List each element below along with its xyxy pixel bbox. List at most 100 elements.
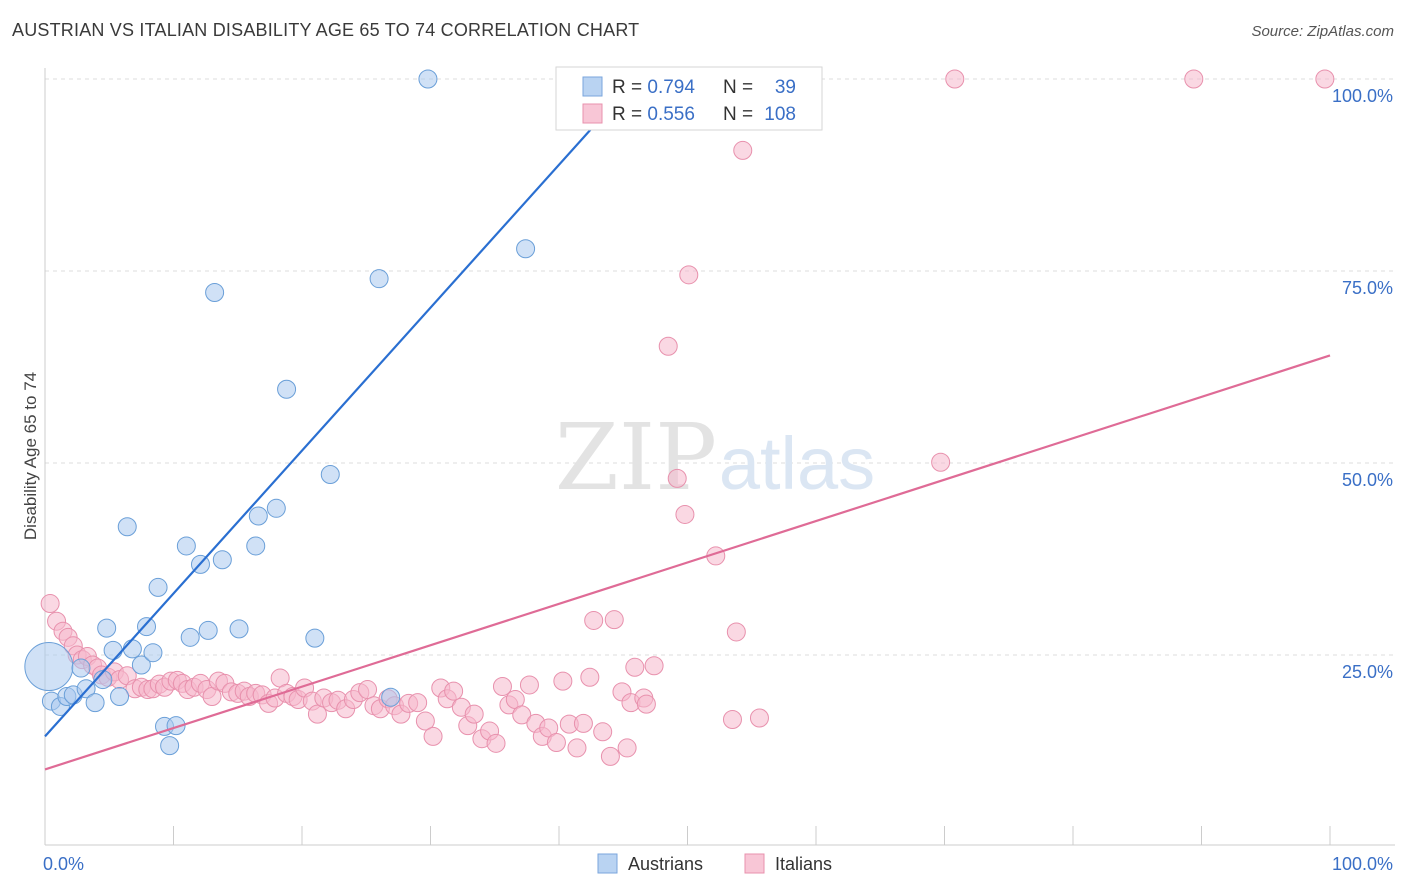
italians-point: [512, 705, 532, 725]
italians-point: [423, 726, 443, 746]
italians-point: [519, 675, 539, 695]
austrians-point: [176, 536, 196, 556]
austrians-point: [71, 658, 91, 678]
austrians-n-label: N =: [723, 77, 753, 98]
watermark: ZIP atlas: [555, 404, 875, 511]
chart-title: AUSTRIAN VS ITALIAN DISABILITY AGE 65 TO…: [12, 20, 640, 40]
italians-point: [486, 733, 506, 753]
trendlines: [44, 78, 1331, 771]
y-tick-label: 50.0%: [1342, 470, 1393, 490]
austrians-trendline: [44, 78, 637, 738]
italians-point: [617, 738, 637, 758]
austrians-point: [229, 619, 249, 639]
italians-point: [667, 468, 687, 488]
austrians-point: [131, 655, 151, 675]
italians-point: [546, 733, 566, 753]
austrians-r-label: R =: [612, 77, 647, 98]
italians-bottom-swatch: [744, 853, 765, 874]
austrians-point: [85, 693, 105, 713]
italians-point: [1184, 69, 1204, 89]
italians-n-label: N =: [723, 104, 753, 125]
austrians-point: [103, 640, 123, 660]
watermark-atlas: atlas: [719, 422, 875, 505]
austrians-point: [277, 379, 297, 399]
italians-point: [679, 265, 699, 285]
austrians-point: [143, 643, 163, 663]
italians-legend-swatch: [582, 103, 603, 124]
italians-bottom-label: Italians: [775, 854, 832, 874]
austrians-point: [305, 628, 325, 648]
austrians-point: [516, 239, 536, 259]
austrians-point: [320, 465, 340, 485]
austrians-point: [369, 269, 389, 289]
austrians-point: [205, 283, 225, 303]
italians-point: [931, 452, 951, 472]
stats-legend: R = 0.794 N = 39 R = 0.556 N = 108: [555, 66, 823, 131]
italians-point: [580, 667, 600, 687]
y-tick-label: 75.0%: [1342, 278, 1393, 298]
austrians-point: [148, 577, 168, 597]
italians-r-value: 0.556: [647, 104, 695, 125]
source-label: Source: ZipAtlas.com: [1251, 23, 1394, 40]
italians-point: [40, 594, 60, 614]
gridlines: [45, 78, 1395, 656]
austrians-point: [266, 498, 286, 518]
svg-text:R = 0.794: R = 0.794: [612, 77, 695, 98]
italians-point: [464, 704, 484, 724]
x-tick-labels: 0.0% 100.0%: [43, 854, 1393, 874]
austrians-point: [198, 620, 218, 640]
austrians-point: [24, 642, 74, 692]
italians-point: [600, 746, 620, 766]
italians-point: [1315, 69, 1335, 89]
austrians-point: [418, 69, 438, 89]
italians-trendline: [44, 354, 1331, 771]
italians-point: [749, 708, 769, 728]
italians-r-label: R =: [612, 104, 647, 125]
italians-series: [40, 69, 1335, 766]
italians-point: [539, 718, 559, 738]
italians-point: [408, 693, 428, 713]
italians-point: [658, 336, 678, 356]
italians-point: [492, 676, 512, 696]
italians-point: [644, 656, 664, 676]
italians-point: [604, 610, 624, 630]
italians-point: [722, 710, 742, 730]
italians-point: [675, 504, 695, 524]
italians-point: [567, 738, 587, 758]
austrians-bottom-label: Austrians: [628, 854, 703, 874]
italians-point: [553, 671, 573, 691]
y-axis-label: Disability Age 65 to 74: [21, 372, 40, 540]
austrians-legend-swatch: [582, 76, 603, 97]
svg-text:R = 0.556: R = 0.556: [612, 104, 695, 125]
italians-point: [358, 680, 378, 700]
y-tick-label: 100.0%: [1332, 86, 1393, 106]
austrians-point: [248, 506, 268, 526]
austrians-point: [110, 686, 130, 706]
y-tick-label: 25.0%: [1342, 662, 1393, 682]
austrians-point: [212, 550, 232, 570]
austrians-point: [137, 617, 157, 637]
italians-point: [573, 713, 593, 733]
italians-point: [726, 622, 746, 642]
austrians-point: [166, 716, 186, 736]
italians-point: [415, 711, 435, 731]
bottom-legend: Austrians Italians: [597, 853, 832, 874]
austrians-n-value: 39: [775, 77, 796, 98]
austrians-point: [122, 639, 142, 659]
italians-point: [625, 657, 645, 677]
italians-point: [307, 704, 327, 724]
italians-point: [584, 610, 604, 630]
x-tick-label: 0.0%: [43, 854, 84, 874]
axes: [44, 68, 1395, 846]
italians-point: [636, 694, 656, 714]
austrians-r-value: 0.794: [647, 77, 695, 98]
austrians-point: [381, 687, 401, 707]
x-tick-label: 100.0%: [1332, 854, 1393, 874]
austrians-point: [160, 736, 180, 756]
italians-n-value: 108: [764, 104, 796, 125]
austrians-point: [97, 618, 117, 638]
y-tick-labels: 25.0% 50.0% 75.0% 100.0%: [1332, 86, 1393, 682]
austrians-point: [180, 627, 200, 647]
austrians-series: [24, 69, 582, 756]
